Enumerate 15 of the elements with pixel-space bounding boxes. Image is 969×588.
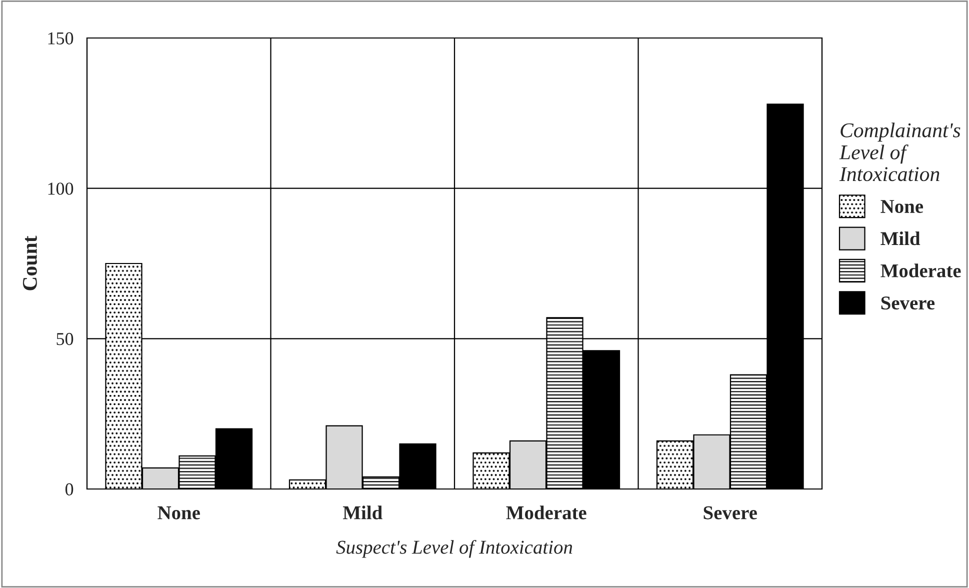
- legend-label: Mild: [880, 232, 920, 246]
- y-tick-label: 150: [48, 32, 74, 44]
- x-tick-label: Severe: [704, 506, 757, 520]
- legend-label: Moderate: [880, 264, 961, 278]
- legend-title: Complainant's Level of Intoxication: [839, 122, 960, 182]
- x-tick-label: Mild: [342, 506, 382, 520]
- y-tick-label: 0: [65, 483, 74, 496]
- y-tick-label: 100: [48, 182, 74, 195]
- legend-label: None: [880, 200, 924, 214]
- x-tick-label: None: [158, 506, 200, 520]
- legend-label: Severe: [881, 296, 935, 310]
- x-axis-title: Suspect's Level of Intoxication: [336, 540, 572, 558]
- y-tick-label: 50: [56, 332, 74, 346]
- x-tick-label: Moderate: [506, 506, 586, 520]
- y-axis-title: Count: [22, 236, 37, 290]
